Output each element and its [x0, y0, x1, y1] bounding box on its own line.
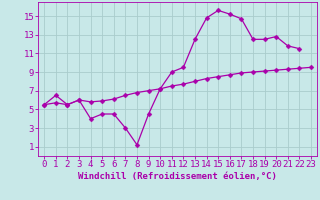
X-axis label: Windchill (Refroidissement éolien,°C): Windchill (Refroidissement éolien,°C) — [78, 172, 277, 181]
